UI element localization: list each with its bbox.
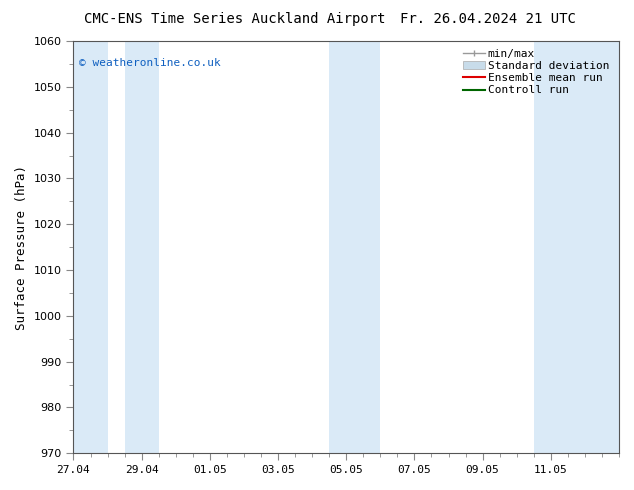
Bar [534,41,619,453]
Bar [329,41,380,453]
Bar [125,41,158,453]
Text: © weatheronline.co.uk: © weatheronline.co.uk [79,57,221,68]
Legend: min/max, Standard deviation, Ensemble mean run, Controll run: min/max, Standard deviation, Ensemble me… [461,47,614,98]
Text: Fr. 26.04.2024 21 UTC: Fr. 26.04.2024 21 UTC [400,12,576,26]
Bar [74,41,108,453]
Y-axis label: Surface Pressure (hPa): Surface Pressure (hPa) [15,165,28,330]
Text: CMC-ENS Time Series Auckland Airport: CMC-ENS Time Series Auckland Airport [84,12,385,26]
